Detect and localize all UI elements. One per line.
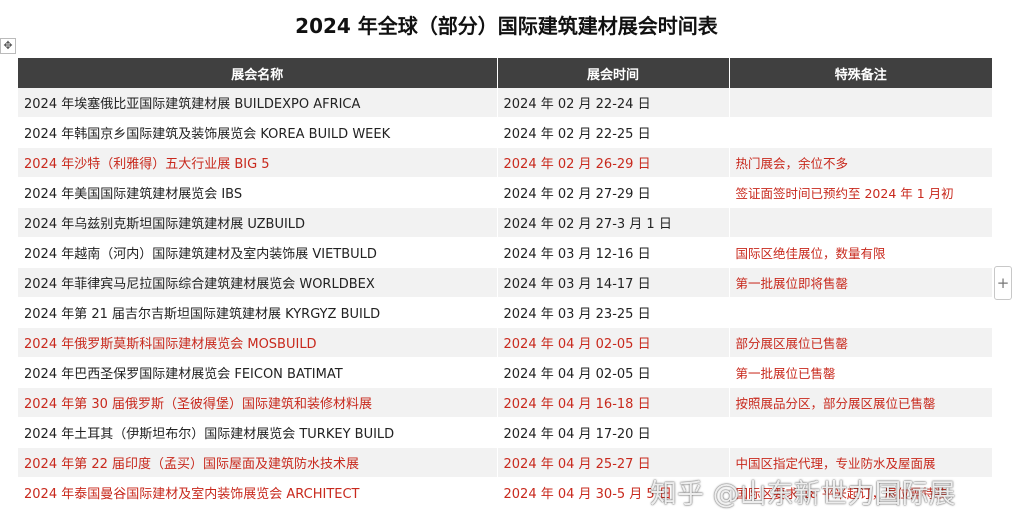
expo-date-cell[interactable]: 2024 年 04 月 25-27 日: [496, 447, 729, 478]
table-row: 2024 年韩国京乡国际建筑及装饰展览会 KOREA BUILD WEEK 202…: [18, 117, 992, 148]
expo-date-cell[interactable]: 2024 年 02 月 26-29 日: [496, 147, 729, 178]
special-note-cell[interactable]: 国际区绝佳展位，数量有限: [728, 237, 992, 268]
table-row: 2024 年越南（河内）国际建筑建材及室内装饰展 VIETBULD 2024 年 …: [18, 237, 992, 268]
expo-date-cell[interactable]: 2024 年 02 月 22-25 日: [496, 117, 729, 148]
expo-date-cell[interactable]: 2024 年 02 月 27-3 月 1 日: [496, 207, 729, 238]
special-note-cell[interactable]: [728, 417, 992, 448]
expo-name-cell[interactable]: 2024 年第 22 届印度（孟买）国际屋面及建筑防水技术展: [18, 447, 497, 478]
table-row: 2024 年乌兹别克斯坦国际建筑建材展 UZBUILD 2024 年 02 月 2…: [18, 207, 992, 238]
expo-name-cell[interactable]: 2024 年泰国曼谷国际建材及室内装饰展览会 ARCHITECT: [18, 477, 497, 508]
expo-date-cell[interactable]: 2024 年 04 月 02-05 日: [496, 327, 729, 358]
table-row: 2024 年第 21 届吉尔吉斯坦国际建筑建材展 KYRGYZ BUILD 202…: [18, 297, 992, 328]
expo-date-cell[interactable]: 2024 年 02 月 27-29 日: [496, 177, 729, 208]
header-special-note: 特殊备注: [728, 58, 992, 88]
special-note-cell[interactable]: [728, 88, 992, 118]
table-row: 2024 年巴西圣保罗国际建材展览会 FEICON BATIMAT 2024 年 …: [18, 357, 992, 388]
expo-name-cell[interactable]: 2024 年埃塞俄比亚国际建筑建材展 BUILDEXPO AFRICA: [18, 88, 497, 118]
table-row: 2024 年沙特（利雅得）五大行业展 BIG 5 2024 年 02 月 26-2…: [18, 147, 992, 178]
special-note-cell[interactable]: 国际区要求 18 平米起订，展位需特装: [728, 477, 992, 508]
expo-date-cell[interactable]: 2024 年 04 月 02-05 日: [496, 357, 729, 388]
expo-date-cell[interactable]: 2024 年 04 月 17-20 日: [496, 417, 729, 448]
table-row: 2024 年土耳其（伊斯坦布尔）国际建材展览会 TURKEY BUILD 2024…: [18, 417, 992, 448]
expo-date-cell[interactable]: 2024 年 04 月 16-18 日: [496, 387, 729, 418]
expo-date-cell[interactable]: 2024 年 03 月 23-25 日: [496, 297, 729, 328]
expo-name-cell[interactable]: 2024 年越南（河内）国际建筑建材及室内装饰展 VIETBULD: [18, 237, 497, 268]
special-note-cell[interactable]: 按照展品分区，部分展区展位已售罄: [728, 387, 992, 418]
table-row: 2024 年第 22 届印度（孟买）国际屋面及建筑防水技术展 2024 年 04 …: [18, 447, 992, 478]
special-note-cell[interactable]: [728, 207, 992, 238]
table-row: 2024 年美国国际建筑建材展览会 IBS 2024 年 02 月 27-29 日…: [18, 177, 992, 208]
expo-name-cell[interactable]: 2024 年菲律宾马尼拉国际综合建筑建材展览会 WORLDBEX: [18, 267, 497, 298]
expo-name-cell[interactable]: 2024 年沙特（利雅得）五大行业展 BIG 5: [18, 147, 497, 178]
expo-name-cell[interactable]: 2024 年第 30 届俄罗斯（圣彼得堡）国际建筑和装修材料展: [18, 387, 497, 418]
expo-schedule-table: 展会名称 展会时间 特殊备注 2024 年埃塞俄比亚国际建筑建材展 BUILDE…: [18, 58, 992, 508]
expo-date-cell[interactable]: 2024 年 04 月 30-5 月 5 日: [496, 477, 729, 508]
table-row: 2024 年俄罗斯莫斯科国际建材展览会 MOSBUILD 2024 年 04 月 …: [18, 327, 992, 358]
expo-date-cell[interactable]: 2024 年 02 月 22-24 日: [496, 88, 729, 118]
expo-name-cell[interactable]: 2024 年韩国京乡国际建筑及装饰展览会 KOREA BUILD WEEK: [18, 117, 497, 148]
page-title: 2024 年全球（部分）国际建筑建材展会时间表: [295, 14, 718, 38]
table-header-row: 展会名称 展会时间 特殊备注: [18, 58, 992, 88]
expo-name-cell[interactable]: 2024 年乌兹别克斯坦国际建筑建材展 UZBUILD: [18, 207, 497, 238]
table-row: 2024 年第 30 届俄罗斯（圣彼得堡）国际建筑和装修材料展 2024 年 04…: [18, 387, 992, 418]
expo-date-cell[interactable]: 2024 年 03 月 12-16 日: [496, 237, 729, 268]
special-note-cell[interactable]: [728, 117, 992, 148]
table-row: 2024 年泰国曼谷国际建材及室内装饰展览会 ARCHITECT 2024 年 0…: [18, 477, 992, 508]
table-row: 2024 年菲律宾马尼拉国际综合建筑建材展览会 WORLDBEX 2024 年 0…: [18, 267, 992, 298]
table-move-handle-icon[interactable]: ✥: [0, 38, 16, 54]
table-row: 2024 年埃塞俄比亚国际建筑建材展 BUILDEXPO AFRICA 2024 …: [18, 88, 992, 118]
special-note-cell[interactable]: 热门展会，余位不多: [728, 147, 992, 178]
expo-date-cell[interactable]: 2024 年 03 月 14-17 日: [496, 267, 729, 298]
expo-name-cell[interactable]: 2024 年第 21 届吉尔吉斯坦国际建筑建材展 KYRGYZ BUILD: [18, 297, 497, 328]
special-note-cell[interactable]: 第一批展位即将售罄: [728, 267, 992, 298]
expo-name-cell[interactable]: 2024 年美国国际建筑建材展览会 IBS: [18, 177, 497, 208]
special-note-cell[interactable]: [728, 297, 992, 328]
expo-name-cell[interactable]: 2024 年巴西圣保罗国际建材展览会 FEICON BATIMAT: [18, 357, 497, 388]
expo-name-cell[interactable]: 2024 年土耳其（伊斯坦布尔）国际建材展览会 TURKEY BUILD: [18, 417, 497, 448]
header-expo-date: 展会时间: [496, 58, 729, 88]
special-note-cell[interactable]: 第一批展位已售罄: [728, 357, 992, 388]
add-column-button[interactable]: +: [994, 266, 1012, 300]
special-note-cell[interactable]: 签证面签时间已预约至 2024 年 1 月初: [728, 177, 992, 208]
special-note-cell[interactable]: 中国区指定代理，专业防水及屋面展: [728, 447, 992, 478]
special-note-cell[interactable]: 部分展区展位已售罄: [728, 327, 992, 358]
header-expo-name: 展会名称: [18, 58, 497, 88]
expo-name-cell[interactable]: 2024 年俄罗斯莫斯科国际建材展览会 MOSBUILD: [18, 327, 497, 358]
